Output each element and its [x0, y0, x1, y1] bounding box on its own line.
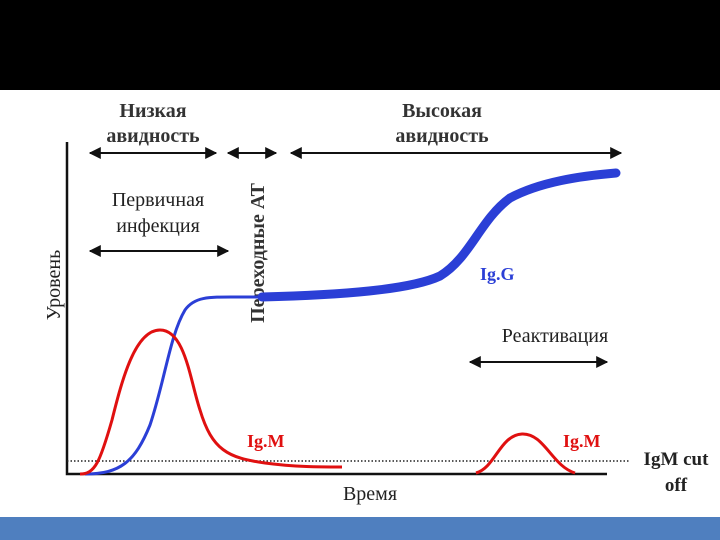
- igm-primary-label: Ig.M: [247, 431, 285, 451]
- igm-cutoff-label-line2: off: [665, 475, 688, 496]
- primary-infection-label-line2: инфекция: [116, 215, 200, 237]
- igm-cutoff-label-line1: IgM cut: [644, 449, 710, 470]
- igm-reactivation-label: Ig.M: [563, 431, 601, 451]
- igm-reactivation-curve: [475, 432, 576, 475]
- transitional-antibodies-label: Переходные АТ: [247, 182, 269, 323]
- x-axis-label: Время: [343, 483, 397, 505]
- axes: [65, 142, 607, 476]
- high-avidity-label-line2: авидность: [395, 125, 489, 147]
- y-axis-label: Уровень: [43, 250, 65, 320]
- high-avidity-label-line1: Высокая: [402, 100, 482, 122]
- igg-label: Ig.G: [480, 264, 515, 284]
- primary-infection-label-line1: Первичная: [112, 189, 204, 211]
- antibody-avidity-diagram: Низкая авидность Высокая авидность Перех…: [43, 100, 710, 505]
- igm-primary-curve: [79, 328, 343, 476]
- title-bar: [0, 0, 720, 90]
- igg-primary-curve: [84, 295, 262, 476]
- footer-bar: [0, 517, 720, 540]
- igg-curve: [257, 168, 621, 302]
- low-avidity-label-line1: Низкая: [119, 100, 186, 122]
- reactivation-label: Реактивация: [502, 325, 608, 347]
- low-avidity-label-line2: авидность: [106, 125, 200, 147]
